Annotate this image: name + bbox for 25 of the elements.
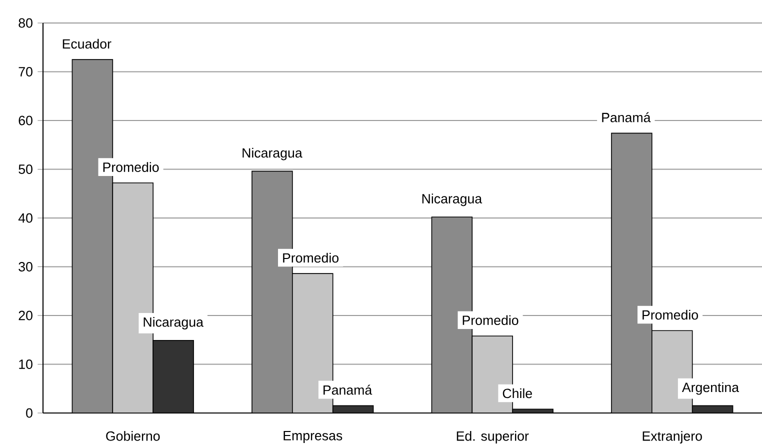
y-tick-label: 50 bbox=[18, 164, 32, 174]
data-label: Promedio bbox=[283, 252, 339, 263]
data-label: Nicaragua bbox=[422, 194, 482, 206]
data-label: Panamá bbox=[602, 112, 651, 122]
x-tick-label: Gobierno bbox=[106, 431, 160, 441]
x-tick-label: Ed. superior bbox=[456, 431, 529, 444]
data-label: Nicaragua bbox=[242, 148, 302, 160]
data-label: Nicaragua bbox=[144, 317, 204, 330]
data-label: Chile bbox=[502, 388, 532, 398]
y-tick-label: 80 bbox=[18, 18, 32, 28]
y-tick-label: 30 bbox=[18, 262, 32, 272]
y-tick-label: 70 bbox=[18, 67, 32, 76]
data-label: Promedio bbox=[462, 315, 518, 326]
y-tick-label: 20 bbox=[18, 310, 32, 320]
x-tick-label: Empresas bbox=[284, 431, 342, 443]
y-tick-label: 60 bbox=[18, 116, 32, 126]
data-label: Promedio bbox=[642, 310, 698, 320]
data-label: Promedio bbox=[103, 162, 159, 172]
y-tick-label: 40 bbox=[18, 213, 32, 223]
y-tick-label: 0 bbox=[26, 408, 32, 418]
x-tick-label: Extranjero bbox=[642, 431, 702, 444]
y-tick-label: 10 bbox=[19, 360, 32, 369]
data-label: Panamá bbox=[324, 384, 372, 395]
data-label: Ecuador bbox=[62, 38, 112, 49]
data-label: Argentina bbox=[682, 382, 740, 395]
